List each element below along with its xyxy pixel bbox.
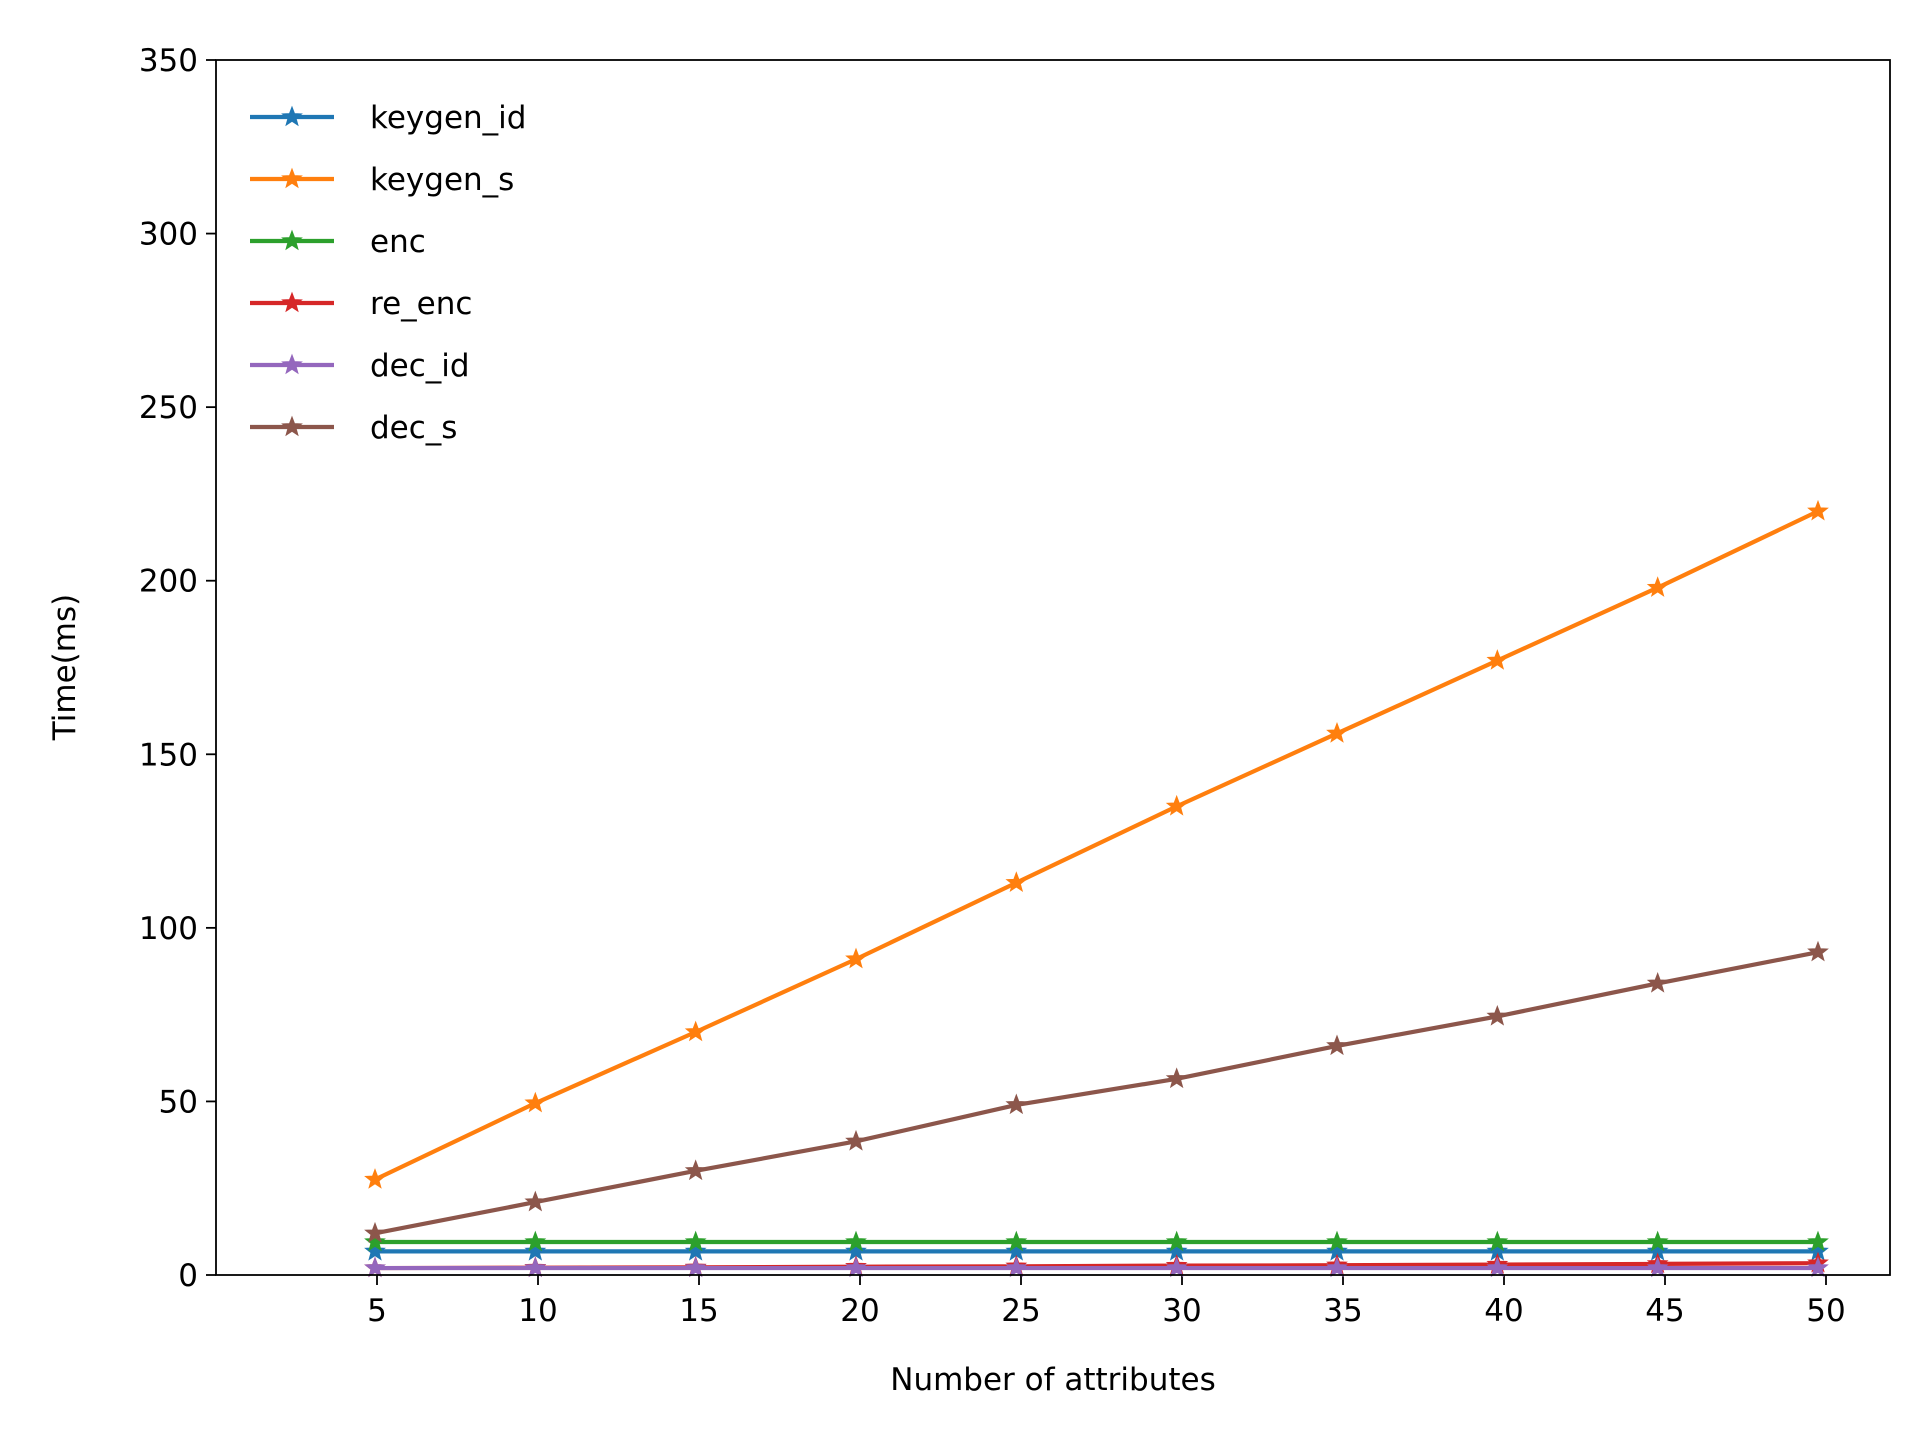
- y-tick-label: 250: [139, 390, 198, 426]
- y-tick-label: 100: [139, 911, 198, 947]
- series-layer: [364, 499, 1829, 1278]
- x-tick-label: 50: [1806, 1293, 1845, 1329]
- data-point: [1486, 1004, 1509, 1026]
- x-tick-label: 45: [1645, 1293, 1684, 1329]
- data-point: [1486, 649, 1509, 670]
- data-point: [1326, 722, 1348, 743]
- data-point: [684, 1256, 707, 1278]
- legend-item-enc: enc: [250, 224, 426, 260]
- x-tick-label: 20: [840, 1293, 879, 1329]
- legend-item-dec_id: dec_id: [250, 348, 470, 384]
- data-point: [524, 1230, 547, 1252]
- data-point: [845, 1129, 867, 1151]
- data-point: [1005, 1093, 1028, 1115]
- legend-label: keygen_s: [370, 162, 514, 198]
- data-point: [845, 1256, 867, 1278]
- data-point: [684, 1159, 707, 1181]
- x-tick-label: 40: [1484, 1293, 1523, 1329]
- data-point: [684, 1020, 707, 1042]
- series-dec_s: [364, 940, 1829, 1243]
- data-point: [1005, 1256, 1028, 1278]
- legend-label: re_enc: [370, 286, 472, 322]
- x-tick-label: 15: [679, 1293, 718, 1329]
- data-point: [1326, 1256, 1348, 1278]
- x-tick-label: 30: [1162, 1293, 1201, 1329]
- data-point: [1646, 971, 1669, 993]
- y-tick-label: 0: [178, 1258, 198, 1294]
- x-tick-label: 35: [1323, 1293, 1362, 1329]
- data-point: [364, 1221, 386, 1243]
- data-point: [684, 1239, 707, 1261]
- legend-marker: [281, 229, 303, 251]
- data-point: [1326, 1034, 1348, 1056]
- y-tick-label: 350: [139, 43, 198, 79]
- x-tick-label: 10: [518, 1293, 557, 1329]
- y-tick-label: 200: [139, 564, 198, 600]
- legend-item-dec_s: dec_s: [250, 410, 457, 446]
- data-point: [1646, 576, 1669, 597]
- data-point: [1165, 1230, 1188, 1252]
- x-axis-ticks: 5 10 15 20 25 30 35 40 45 50: [367, 1275, 1846, 1329]
- data-point: [845, 1230, 867, 1252]
- data-point: [364, 1239, 386, 1261]
- legend-label: enc: [370, 224, 426, 260]
- data-point: [1165, 794, 1188, 816]
- data-point: [364, 1256, 386, 1278]
- y-axis-label: Time(ms): [47, 594, 83, 741]
- data-point: [1005, 871, 1028, 892]
- legend-marker: [281, 415, 303, 437]
- data-point: [1807, 1230, 1829, 1252]
- legend-label: keygen_id: [370, 100, 526, 136]
- data-point: [524, 1190, 547, 1212]
- data-point: [524, 1256, 547, 1278]
- data-point: [1646, 1256, 1669, 1278]
- plot-frame: [215, 59, 1891, 1276]
- data-point: [1807, 940, 1829, 962]
- legend-label: dec_s: [370, 410, 457, 446]
- data-point: [1807, 1256, 1829, 1278]
- data-point: [1326, 1230, 1348, 1252]
- series-line: [374, 509, 1819, 1182]
- legend-item-keygen_s: keygen_s: [250, 162, 514, 198]
- data-point: [524, 1091, 547, 1113]
- data-point: [364, 1168, 386, 1189]
- legend-label: dec_id: [370, 348, 470, 384]
- y-tick-label: 300: [139, 217, 198, 253]
- data-point: [1165, 1256, 1188, 1278]
- data-point: [1005, 1230, 1028, 1252]
- y-tick-label: 150: [139, 737, 198, 773]
- y-axis-ticks: 0 50 100 150 200 250 300 350: [139, 43, 216, 1294]
- data-point: [524, 1239, 547, 1261]
- data-point: [1807, 499, 1829, 521]
- plot-area: [216, 60, 1890, 1275]
- series-keygen_s: [364, 499, 1829, 1189]
- y-tick-label: 50: [159, 1084, 198, 1120]
- legend-marker: [281, 105, 303, 127]
- legend-item-keygen_id: keygen_id: [250, 100, 526, 136]
- data-point: [845, 947, 867, 969]
- x-axis-label: Number of attributes: [890, 1362, 1216, 1398]
- x-tick-label: 5: [367, 1293, 387, 1329]
- series-dec_id: [364, 1256, 1829, 1278]
- series-enc: [364, 1230, 1829, 1252]
- legend-marker: [281, 167, 303, 189]
- legend-item-re_enc: re_enc: [250, 286, 472, 322]
- legend-marker: [281, 291, 303, 313]
- x-tick-label: 25: [1001, 1293, 1040, 1329]
- data-point: [1486, 1230, 1509, 1252]
- data-point: [1486, 1256, 1509, 1278]
- data-point: [684, 1230, 707, 1252]
- series-line: [374, 950, 1819, 1236]
- legend-marker: [281, 353, 303, 375]
- data-point: [364, 1230, 386, 1252]
- data-point: [1646, 1230, 1669, 1252]
- data-point: [1165, 1067, 1188, 1089]
